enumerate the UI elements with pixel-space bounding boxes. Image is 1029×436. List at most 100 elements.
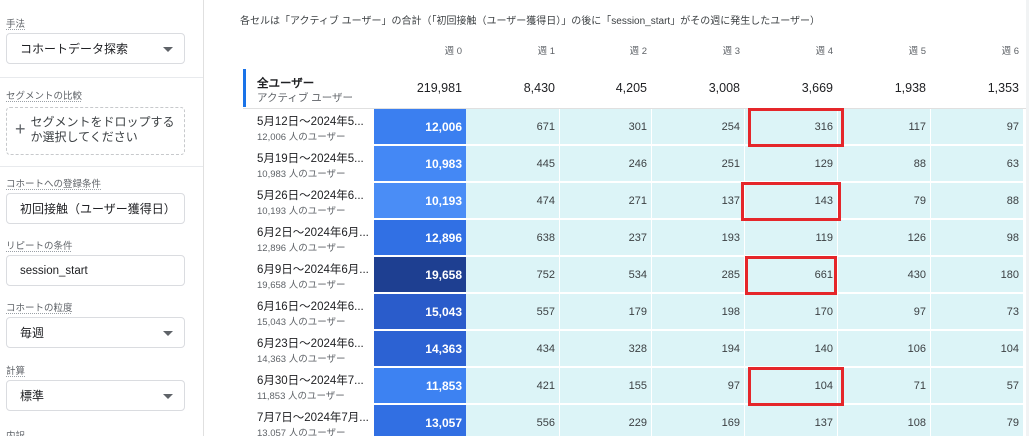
retention-cell[interactable]: 143 [745, 183, 837, 218]
retention-cell[interactable]: 534 [560, 257, 651, 292]
retention-cell[interactable]: 316 [745, 109, 837, 144]
return-label: リピートの条件 [6, 241, 73, 252]
retention-cell[interactable]: 63 [931, 146, 1023, 181]
week-header[interactable]: 週 1 [537, 46, 555, 57]
retention-cell[interactable]: 180 [931, 257, 1023, 292]
retention-cell[interactable]: 301 [560, 109, 651, 144]
scrollbar[interactable] [1026, 0, 1029, 436]
retention-cell[interactable]: 198 [652, 294, 744, 329]
cohort-size-cell[interactable]: 19,658 [374, 257, 466, 292]
retention-cell[interactable]: 661 [745, 257, 837, 292]
retention-cell[interactable]: 137 [652, 183, 744, 218]
retention-cell[interactable]: 169 [652, 405, 744, 436]
cohort-date: 6月16日～2024年6... [257, 301, 364, 313]
retention-cell[interactable]: 108 [838, 405, 930, 436]
retention-cell[interactable]: 97 [931, 109, 1023, 144]
retention-cell[interactable]: 285 [652, 257, 744, 292]
retention-cell[interactable]: 474 [466, 183, 559, 218]
retention-cell[interactable]: 752 [466, 257, 559, 292]
retention-cell[interactable]: 79 [838, 183, 930, 218]
retention-cell[interactable]: 106 [838, 331, 930, 366]
retention-cell[interactable]: 254 [652, 109, 744, 144]
retention-cell[interactable]: 229 [560, 405, 651, 436]
retention-cell[interactable]: 126 [838, 220, 930, 255]
retention-cell[interactable]: 434 [466, 331, 559, 366]
retention-cell[interactable]: 155 [560, 368, 651, 403]
inclusion-value: 初回接触（ユーザー獲得日） [20, 202, 176, 216]
cohort-size-cell[interactable]: 11,853 [374, 368, 466, 403]
retention-cell[interactable]: 57 [931, 368, 1023, 403]
retention-cell[interactable]: 73 [931, 294, 1023, 329]
granularity-dropdown[interactable]: 毎週 [6, 317, 185, 348]
retention-cell[interactable]: 119 [745, 220, 837, 255]
retention-cell[interactable]: 328 [560, 331, 651, 366]
total-value: 3,669 [801, 81, 833, 95]
retention-cell[interactable]: 140 [745, 331, 837, 366]
cohort-size-cell[interactable]: 10,983 [374, 146, 466, 181]
segment-drop-zone[interactable]: + セグメントをドロップするか選択してください [6, 107, 185, 155]
total-value: 219,981 [416, 81, 462, 95]
total-value: 1,353 [987, 81, 1019, 95]
week-header[interactable]: 週 6 [1001, 46, 1019, 57]
retention-cell[interactable]: 129 [745, 146, 837, 181]
retention-cell[interactable]: 246 [560, 146, 651, 181]
retention-cell[interactable]: 251 [652, 146, 744, 181]
week-header[interactable]: 週 4 [815, 46, 833, 57]
retention-cell[interactable]: 170 [745, 294, 837, 329]
cohort-date: 6月9日～2024年6月... [257, 264, 369, 276]
calc-dropdown[interactable]: 標準 [6, 380, 185, 411]
retention-cell[interactable]: 421 [466, 368, 559, 403]
cohort-user-count: 10,983 人のユーザー [257, 169, 346, 180]
retention-cell[interactable]: 193 [652, 220, 744, 255]
cohort-size-cell[interactable]: 13,057 [374, 405, 466, 436]
cohort-size-cell[interactable]: 12,006 [374, 109, 466, 144]
technique-dropdown[interactable]: コホートデータ探索 [6, 33, 185, 64]
retention-cell[interactable]: 97 [838, 294, 930, 329]
cohort-size-cell[interactable]: 14,363 [374, 331, 466, 366]
week-header[interactable]: 週 5 [908, 46, 926, 57]
week-header[interactable]: 週 2 [629, 46, 647, 57]
calc-label: 計算 [6, 366, 26, 377]
cohort-size-cell[interactable]: 15,043 [374, 294, 466, 329]
total-row-accent [243, 69, 246, 107]
cohort-date: 5月19日～2024年5... [257, 153, 364, 165]
retention-cell[interactable]: 445 [466, 146, 559, 181]
breakdown-label: 内訳 [6, 428, 25, 436]
retention-cell[interactable]: 71 [838, 368, 930, 403]
retention-cell[interactable]: 671 [466, 109, 559, 144]
segment-compare-label: セグメントの比較 [6, 91, 83, 102]
retention-cell[interactable]: 179 [560, 294, 651, 329]
cohort-size-cell[interactable]: 10,193 [374, 183, 466, 218]
technique-label: 手法 [6, 19, 26, 30]
retention-cell[interactable]: 104 [745, 368, 837, 403]
retention-cell[interactable]: 98 [931, 220, 1023, 255]
retention-cell[interactable]: 88 [838, 146, 930, 181]
retention-cell[interactable]: 117 [838, 109, 930, 144]
retention-cell[interactable]: 97 [652, 368, 744, 403]
retention-cell[interactable]: 137 [745, 405, 837, 436]
inclusion-field[interactable]: 初回接触（ユーザー獲得日） [6, 193, 185, 224]
retention-cell[interactable]: 638 [466, 220, 559, 255]
cohort-user-count: 11,853 人のユーザー [257, 391, 345, 402]
week-header[interactable]: 週 3 [722, 46, 740, 57]
divider [0, 166, 203, 167]
retention-cell[interactable]: 88 [931, 183, 1023, 218]
retention-cell[interactable]: 556 [466, 405, 559, 436]
cohort-user-count: 12,896 人のユーザー [257, 243, 346, 254]
retention-cell[interactable]: 430 [838, 257, 930, 292]
retention-cell[interactable]: 271 [560, 183, 651, 218]
total-value: 8,430 [523, 81, 555, 95]
retention-cell[interactable]: 79 [931, 405, 1023, 436]
total-subtitle: アクティブ ユーザー [257, 92, 354, 104]
retention-cell[interactable]: 104 [931, 331, 1023, 366]
total-title: 全ユーザー [257, 78, 315, 90]
week-header[interactable]: 週 0 [444, 46, 462, 57]
cohort-size-cell[interactable]: 12,896 [374, 220, 466, 255]
retention-cell[interactable]: 194 [652, 331, 744, 366]
cohort-date: 6月23日～2024年6... [257, 338, 364, 350]
retention-cell[interactable]: 557 [466, 294, 559, 329]
total-value: 3,008 [708, 81, 740, 95]
cohort-user-count: 14,363 人のユーザー [257, 354, 346, 365]
return-field[interactable]: session_start [6, 255, 185, 286]
retention-cell[interactable]: 237 [560, 220, 651, 255]
